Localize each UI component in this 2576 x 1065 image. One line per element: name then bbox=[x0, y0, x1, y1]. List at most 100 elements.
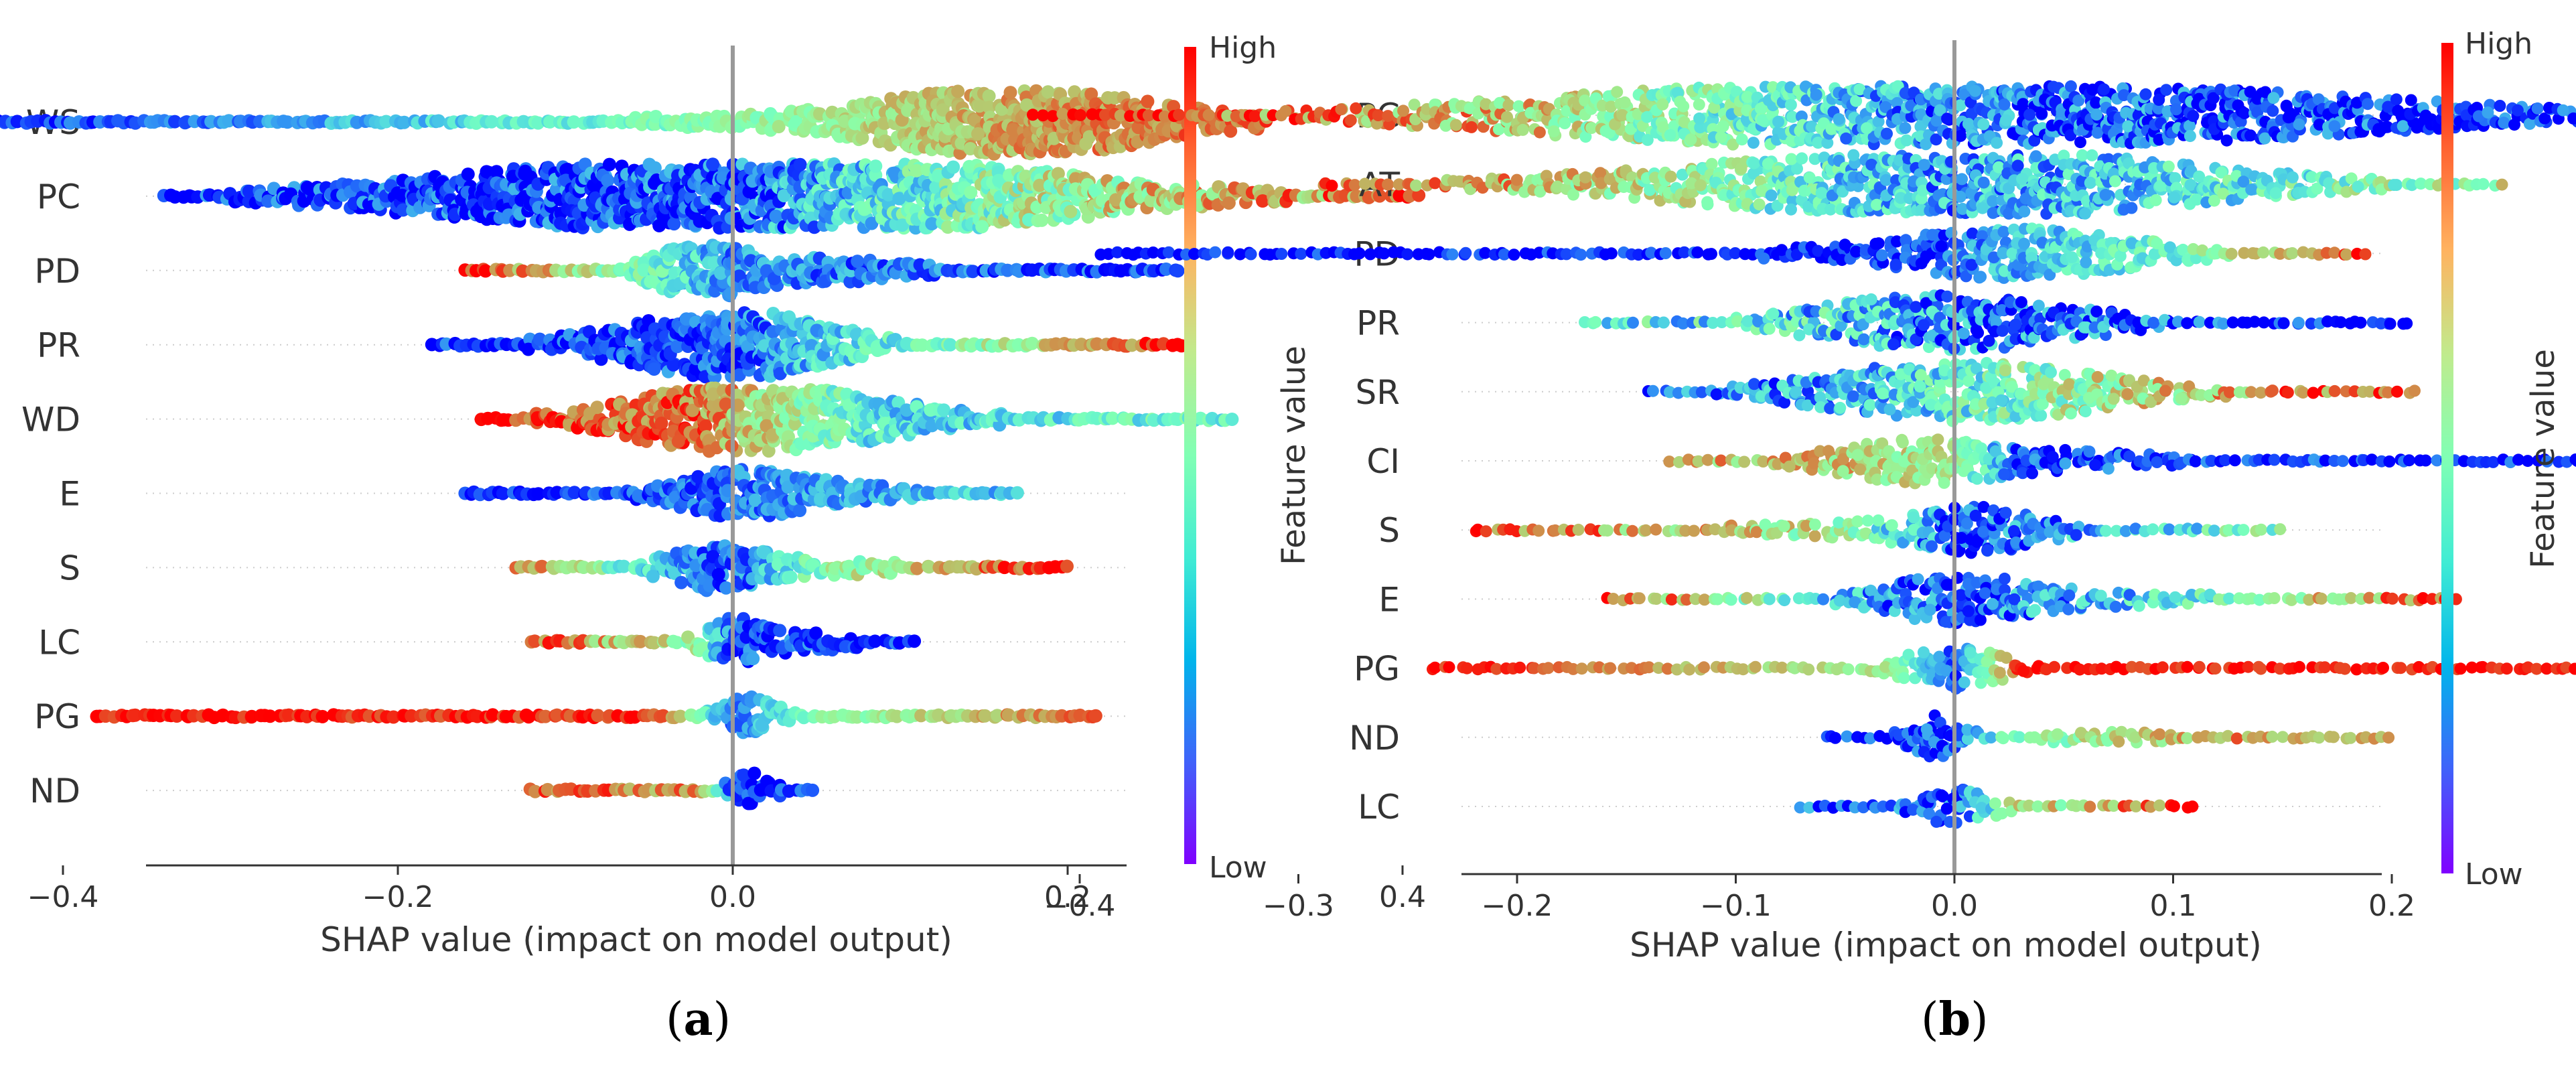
shap-point bbox=[1465, 121, 1478, 133]
shap-point bbox=[1517, 124, 1529, 136]
shap-point bbox=[1534, 127, 1546, 139]
shap-point bbox=[1747, 137, 1760, 149]
shap-point bbox=[1011, 486, 1024, 500]
shap-point bbox=[946, 161, 960, 174]
shap-point bbox=[1772, 116, 1784, 128]
beeswarm-dots bbox=[509, 539, 1074, 597]
shap-point bbox=[706, 157, 719, 171]
shap-point bbox=[1962, 118, 1975, 130]
shap-point bbox=[461, 167, 475, 181]
shap-point bbox=[1222, 196, 1236, 210]
feature-label: PD bbox=[34, 252, 80, 291]
beeswarm-dots bbox=[525, 612, 922, 668]
shap-point bbox=[1171, 264, 1185, 277]
feature-row-pc: PC bbox=[1027, 80, 2576, 151]
shap-point bbox=[432, 115, 445, 128]
feature-row-ws: WS bbox=[0, 84, 1274, 161]
shap-point bbox=[1203, 109, 1215, 121]
shap-point bbox=[2017, 98, 2029, 110]
shap-point bbox=[1611, 86, 1623, 98]
shap-summary-figure: WSPCPDPRWDESLCPGND −0.6−0.4−0.20.00.20.4… bbox=[0, 0, 2576, 1065]
shap-point bbox=[674, 576, 688, 589]
shap-point bbox=[672, 435, 685, 448]
shap-point bbox=[869, 159, 882, 173]
colorbar-title-a: Feature value bbox=[1275, 346, 1313, 565]
shap-point bbox=[1450, 119, 1462, 131]
shap-point bbox=[603, 158, 616, 171]
feature-label: WD bbox=[21, 401, 80, 439]
shap-point bbox=[1840, 133, 1852, 145]
shap-point bbox=[2000, 115, 2012, 127]
shap-point bbox=[951, 84, 964, 98]
x-tick-label: 0.0 bbox=[709, 880, 756, 914]
beeswarm-dots bbox=[475, 382, 1239, 458]
shap-point bbox=[1548, 125, 1560, 137]
shap-point bbox=[1736, 133, 1748, 145]
shap-point bbox=[2023, 109, 2035, 121]
feature-row-wd: WD bbox=[21, 382, 1238, 458]
shap-point bbox=[648, 161, 662, 175]
shap-point bbox=[1060, 560, 1074, 573]
beeswarm-dots bbox=[458, 238, 1184, 302]
feature-row-pg: PG bbox=[34, 691, 1127, 739]
shap-point bbox=[1991, 137, 2003, 149]
feature-label: PG bbox=[34, 697, 80, 736]
shap-point bbox=[1064, 205, 1077, 218]
shap-point bbox=[1141, 94, 1154, 108]
shap-point bbox=[1350, 102, 1362, 115]
shap-point bbox=[667, 217, 681, 230]
colorbar-a: High Low Feature value bbox=[1184, 31, 1313, 885]
shap-point bbox=[937, 403, 950, 417]
shap-point bbox=[1941, 113, 1953, 125]
shap-point bbox=[1810, 89, 1822, 101]
shap-point bbox=[1664, 129, 1676, 141]
shap-point bbox=[851, 255, 864, 268]
x-axis-title-a: SHAP value (impact on model output) bbox=[320, 920, 952, 959]
shap-point bbox=[1502, 99, 1514, 111]
shap-point bbox=[1249, 110, 1261, 122]
shap-panel-b: PCATPDPRSRCISEPGNDLC −0.4−0.3−0.2−0.10.0… bbox=[1027, 27, 2576, 1046]
shap-point bbox=[794, 158, 807, 171]
shap-point bbox=[2035, 108, 2048, 120]
panel-letter-a: a bbox=[684, 993, 713, 1046]
shap-point bbox=[712, 568, 725, 581]
feature-label: ND bbox=[29, 772, 80, 810]
feature-row-nd: ND bbox=[29, 767, 1127, 811]
shap-point bbox=[1881, 128, 1893, 140]
feature-row-pr: PR bbox=[37, 306, 1188, 384]
beeswarm-dots bbox=[524, 767, 820, 810]
shap-point bbox=[1619, 96, 1631, 109]
shap-point bbox=[1693, 98, 1705, 111]
shap-point bbox=[772, 120, 786, 133]
feature-row-e: E bbox=[59, 463, 1127, 522]
x-tick-label: 0.4 bbox=[1379, 880, 1426, 914]
feature-label: PR bbox=[37, 326, 80, 365]
colorbar-gradient-a bbox=[1184, 47, 1196, 864]
shap-point bbox=[1861, 122, 1873, 134]
shap-point bbox=[591, 401, 604, 414]
beeswarm-dots bbox=[0, 84, 1274, 161]
feature-label: LC bbox=[38, 623, 80, 662]
shap-point bbox=[908, 634, 921, 648]
shap-point bbox=[1717, 120, 1729, 132]
colorbar-high-label-a: High bbox=[1209, 31, 1277, 65]
beeswarm-dots bbox=[458, 463, 1024, 522]
shap-point bbox=[975, 220, 989, 233]
shap-point bbox=[1173, 109, 1185, 121]
shap-point bbox=[1501, 111, 1513, 123]
feature-rows-a: WSPCPDPRWDESLCPGND bbox=[0, 84, 1425, 810]
beeswarm-dots bbox=[157, 157, 1425, 235]
shap-point bbox=[910, 562, 924, 575]
x-tick-label: −0.4 bbox=[27, 880, 99, 914]
shap-point bbox=[1074, 109, 1086, 121]
shap-point bbox=[1677, 100, 1689, 113]
feature-label: S bbox=[59, 549, 80, 587]
shap-point bbox=[944, 338, 957, 352]
shap-point bbox=[1833, 113, 1845, 125]
beeswarm-dots bbox=[425, 306, 1188, 384]
shap-point bbox=[1969, 85, 1981, 97]
shap-point bbox=[1715, 131, 1727, 143]
shap-point bbox=[1785, 99, 1797, 111]
shap-point bbox=[1656, 98, 1668, 111]
shap-point bbox=[793, 504, 806, 517]
